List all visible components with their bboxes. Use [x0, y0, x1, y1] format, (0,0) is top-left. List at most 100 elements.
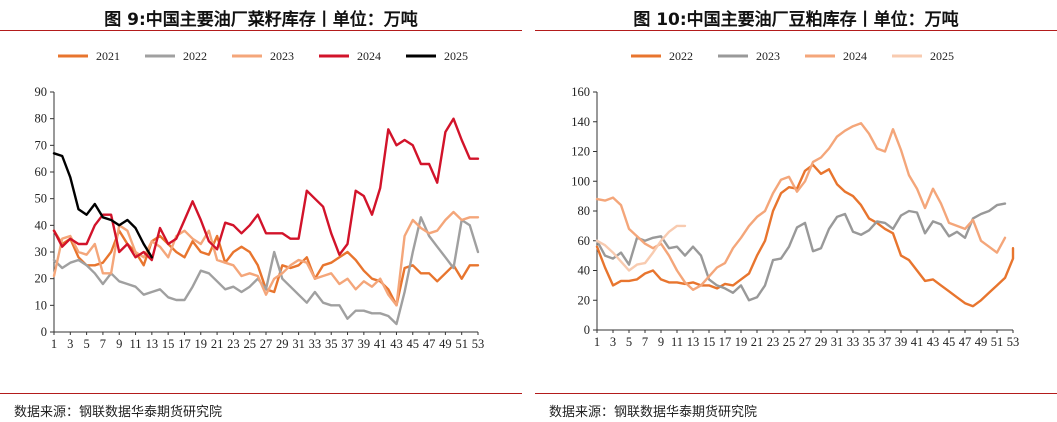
source-note: 数据来源：钢联数据华泰期货研究院 — [14, 405, 223, 420]
x-tick-label: 19 — [735, 335, 748, 349]
y-tick-label: 70 — [35, 138, 48, 152]
x-tick-label: 35 — [863, 335, 876, 349]
x-tick-label: 45 — [407, 337, 420, 351]
legend-label-2023: 2023 — [756, 49, 780, 63]
legend-label-2024: 2024 — [357, 49, 381, 63]
x-tick-label: 9 — [658, 335, 664, 349]
x-tick-label: 9 — [116, 337, 122, 351]
x-tick-label: 23 — [767, 335, 780, 349]
x-tick-label: 53 — [472, 337, 485, 351]
legend-label-2025: 2025 — [444, 49, 468, 63]
legend-label-2023: 2023 — [270, 49, 294, 63]
series-line-2022 — [595, 163, 1015, 308]
x-tick-label: 49 — [439, 337, 452, 351]
y-tick-label: 20 — [578, 293, 591, 307]
x-tick-label: 37 — [879, 335, 892, 349]
x-tick-label: 31 — [292, 337, 305, 351]
chart-panel-rapeseed: 图 9:中国主要油厂菜籽库存丨单位：万吨 0 10 20 30 40 50 60 70 80 90… — [0, 0, 522, 422]
x-tick-label: 35 — [325, 337, 338, 351]
x-tick-label: 25 — [783, 335, 796, 349]
x-tick-label: 27 — [260, 337, 273, 351]
y-tick-label: 120 — [571, 145, 590, 159]
legend-label-2022: 2022 — [669, 49, 693, 63]
y-tick-label: 50 — [35, 192, 48, 206]
chart-panel-soymeal: 图 10:中国主要油厂豆粕库存丨单位：万吨 0 20 40 60 80 100 120 140… — [535, 0, 1057, 422]
series-line-2023 — [52, 210, 480, 307]
footer-divider — [0, 393, 522, 394]
y-tick-label: 160 — [571, 85, 590, 99]
x-tick-label: 51 — [991, 335, 1004, 349]
x-tick-label: 15 — [703, 335, 716, 349]
x-tick-label: 29 — [815, 335, 828, 349]
x-tick-label: 37 — [341, 337, 354, 351]
series-line-2024 — [595, 121, 1007, 291]
x-tick-label: 17 — [178, 337, 191, 351]
x-tick-label: 39 — [358, 337, 371, 351]
x-tick-label: 27 — [799, 335, 812, 349]
y-tick-label: 30 — [35, 245, 48, 259]
title-divider — [535, 30, 1057, 31]
y-tick-label: 90 — [35, 85, 48, 99]
x-tick-label: 1 — [51, 337, 57, 351]
x-tick-label: 41 — [374, 337, 387, 351]
x-tick-label: 11 — [130, 337, 142, 351]
legend-label-2022: 2022 — [183, 49, 207, 63]
y-tick-label: 0 — [584, 323, 590, 337]
series-line-2024 — [52, 117, 480, 262]
x-tick-label: 7 — [642, 335, 648, 349]
x-tick-label: 53 — [1007, 335, 1020, 349]
x-tick-label: 25 — [243, 337, 256, 351]
x-tick-label: 1 — [594, 335, 600, 349]
x-tick-label: 39 — [895, 335, 908, 349]
x-tick-label: 47 — [959, 335, 972, 349]
y-tick-label: 10 — [35, 298, 48, 312]
x-tick-label: 3 — [610, 335, 616, 349]
x-tick-label: 21 — [751, 335, 764, 349]
legend-label-2021: 2021 — [96, 49, 120, 63]
x-tick-label: 19 — [195, 337, 208, 351]
x-tick-label: 7 — [100, 337, 106, 351]
y-tick-label: 80 — [35, 112, 48, 126]
y-tick-label: 80 — [578, 204, 591, 218]
footer-divider — [535, 393, 1057, 394]
x-tick-label: 43 — [927, 335, 940, 349]
x-tick-label: 33 — [847, 335, 860, 349]
title-divider — [0, 30, 522, 31]
y-tick-label: 20 — [35, 272, 48, 286]
x-tick-label: 21 — [211, 337, 224, 351]
x-tick-label: 15 — [162, 337, 175, 351]
x-tick-label: 43 — [390, 337, 403, 351]
x-tick-label: 13 — [146, 337, 159, 351]
x-tick-label: 31 — [831, 335, 844, 349]
chart-title: 图 10:中国主要油厂豆粕库存丨单位：万吨 — [633, 10, 959, 30]
y-tick-label: 60 — [578, 234, 591, 248]
legend-label-2025: 2025 — [930, 49, 954, 63]
x-tick-label: 45 — [943, 335, 956, 349]
series-line-2025 — [52, 152, 154, 259]
x-tick-label: 5 — [83, 337, 89, 351]
x-tick-label: 47 — [423, 337, 436, 351]
series-line-2025 — [595, 224, 687, 272]
series-line-2023 — [595, 202, 1007, 302]
x-tick-label: 41 — [911, 335, 924, 349]
series-line-2022 — [52, 216, 480, 326]
x-tick-label: 5 — [626, 335, 632, 349]
x-tick-label: 11 — [671, 335, 683, 349]
x-tick-label: 13 — [687, 335, 700, 349]
x-tick-label: 49 — [975, 335, 988, 349]
y-tick-label: 140 — [571, 115, 590, 129]
y-tick-label: 40 — [578, 264, 591, 278]
x-tick-label: 3 — [67, 337, 73, 351]
y-tick-label: 100 — [571, 174, 590, 188]
source-note: 数据来源：钢联数据华泰期货研究院 — [549, 405, 758, 420]
y-tick-label: 60 — [35, 165, 48, 179]
x-tick-label: 29 — [276, 337, 289, 351]
x-tick-label: 17 — [719, 335, 732, 349]
chart-title: 图 9:中国主要油厂菜籽库存丨单位：万吨 — [104, 10, 418, 30]
y-tick-label: 40 — [35, 218, 48, 232]
legend-label-2024: 2024 — [843, 49, 867, 63]
x-tick-label: 23 — [227, 337, 240, 351]
x-tick-label: 33 — [309, 337, 322, 351]
